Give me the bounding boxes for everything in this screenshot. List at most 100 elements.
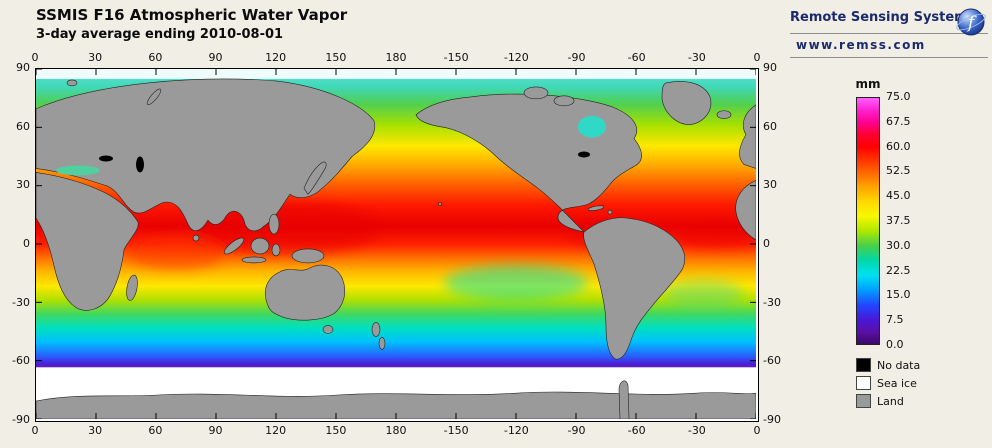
branding-divider-bottom [790, 57, 988, 58]
legend-item: Sea ice [856, 376, 920, 390]
lat-tick-label-right: 60 [763, 119, 777, 133]
lat-tick-label-right: 0 [763, 237, 770, 250]
lon-tick-label-bottom: 90 [208, 424, 223, 437]
africa-bulge-at-right [735, 180, 756, 241]
lon-tick-label-top: 0 [31, 51, 39, 64]
branding-block: Remote Sensing Systems f www.remss.com [790, 5, 988, 60]
africa-west-at-left [36, 172, 139, 311]
legend-label: Land [877, 394, 904, 408]
lon-tick-label-bottom: 180 [385, 424, 407, 437]
colorbar-tick-label: 45.0 [886, 189, 911, 203]
colorbar-tick-label: 15.0 [886, 288, 911, 302]
lon-tick-label-top: 150 [325, 51, 347, 64]
black-sea [99, 155, 113, 162]
lon-tick-label-bottom: -60 [627, 424, 646, 437]
tasmania [322, 325, 334, 334]
hudson-bay [578, 115, 606, 138]
hispaniola [607, 209, 613, 215]
caspian-sea [136, 156, 144, 173]
continents [36, 78, 756, 360]
new-zealand-north [371, 322, 381, 337]
legend: No data Sea ice Land [856, 358, 920, 412]
colorbar-tick-label: 60.0 [886, 139, 911, 153]
lon-tick-label-top: -150 [443, 51, 469, 64]
great-lakes [578, 151, 590, 158]
arctic-island-2 [553, 95, 575, 107]
lon-tick-label-bottom: -150 [443, 424, 469, 437]
colorbar-tick-label: 75.0 [886, 90, 911, 103]
svalbard [66, 79, 78, 87]
arctic-island-1 [523, 86, 549, 100]
lon-tick-label-top: 0 [753, 51, 761, 64]
colorbar [856, 97, 880, 345]
colorbar-tick-label: 37.5 [886, 214, 911, 227]
lat-tick-label-left: 0 [23, 237, 30, 250]
lat-tick-label-right: 30 [763, 178, 777, 192]
legend-item: Land [856, 394, 920, 408]
lat-tick-label-left: 90 [16, 61, 30, 74]
lat-tick-label-right: -30 [763, 295, 781, 309]
lat-tick-label-right: -60 [763, 354, 781, 368]
iceland [716, 110, 732, 120]
lat-tick-label-right: 90 [763, 61, 777, 74]
lon-tick-label-bottom: -120 [503, 424, 529, 437]
sumatra [223, 237, 245, 255]
lon-tick-label-top: -30 [687, 51, 706, 64]
lon-tick-label-bottom: 30 [88, 424, 103, 437]
south-america [583, 217, 685, 360]
mediterranean-sea [56, 165, 100, 176]
lon-tick-label-top: 90 [208, 51, 223, 64]
legend-label: Sea ice [877, 376, 917, 390]
lon-tick-label-top: -120 [503, 51, 529, 64]
lon-tick-label-top: 180 [385, 51, 407, 64]
antarctic-peninsula [618, 380, 630, 419]
sri-lanka [192, 234, 200, 242]
japan [303, 161, 327, 195]
inland-seas-no-data [99, 151, 590, 173]
colorbar-tick-label: 7.5 [886, 313, 904, 327]
legend-label: No data [877, 358, 921, 372]
lon-tick-label-bottom: -90 [567, 424, 586, 437]
org-url[interactable]: www.remss.com [796, 38, 926, 52]
new-zealand-south [378, 337, 386, 350]
lon-tick-label-bottom: 120 [265, 424, 287, 437]
new-guinea [291, 248, 325, 264]
lat-tick-label-left: 30 [16, 178, 30, 192]
lon-tick-label-top: -90 [567, 51, 586, 64]
colorbar-unit-label: mm [855, 77, 881, 91]
lon-tick-label-bottom: 0 [31, 424, 39, 437]
java [241, 256, 267, 264]
lon-tick-label-bottom: -30 [687, 424, 706, 437]
cuba [587, 205, 605, 211]
philippines [268, 213, 280, 235]
lon-tick-label-top: 30 [88, 51, 103, 64]
legend-swatch [856, 394, 871, 408]
svg-text:f: f [966, 13, 977, 33]
lat-tick-label-left: -90 [12, 413, 30, 426]
borneo [250, 237, 270, 255]
branding-divider-top [790, 33, 988, 34]
frame-ticks [36, 69, 756, 419]
page-title: SSMIS F16 Atmospheric Water Vapor [36, 6, 348, 24]
lon-tick-label-bottom: 0 [753, 424, 761, 437]
novaya-zemlya [146, 88, 162, 105]
sulawesi [271, 243, 281, 257]
colorbar-tick-label: 30.0 [886, 238, 911, 252]
legend-item: No data [856, 358, 920, 372]
page-subtitle: 3-day average ending 2010-08-01 [36, 27, 284, 42]
colorbar-tick-label: 0.0 [886, 338, 904, 351]
lat-tick-label-left: -60 [12, 354, 30, 368]
lon-tick-label-top: -60 [627, 51, 646, 64]
legend-swatch [856, 358, 871, 372]
hawaii [438, 202, 442, 207]
lon-tick-label-bottom: 60 [148, 424, 163, 437]
lon-tick-label-top: 60 [148, 51, 163, 64]
australia [265, 264, 346, 321]
eurasia [36, 78, 376, 232]
lon-tick-label-bottom: 150 [325, 424, 347, 437]
lon-tick-label-top: 120 [265, 51, 287, 64]
antarctica [36, 380, 756, 419]
colorbar-tick-label: 52.5 [886, 164, 911, 178]
greenland [661, 81, 712, 125]
